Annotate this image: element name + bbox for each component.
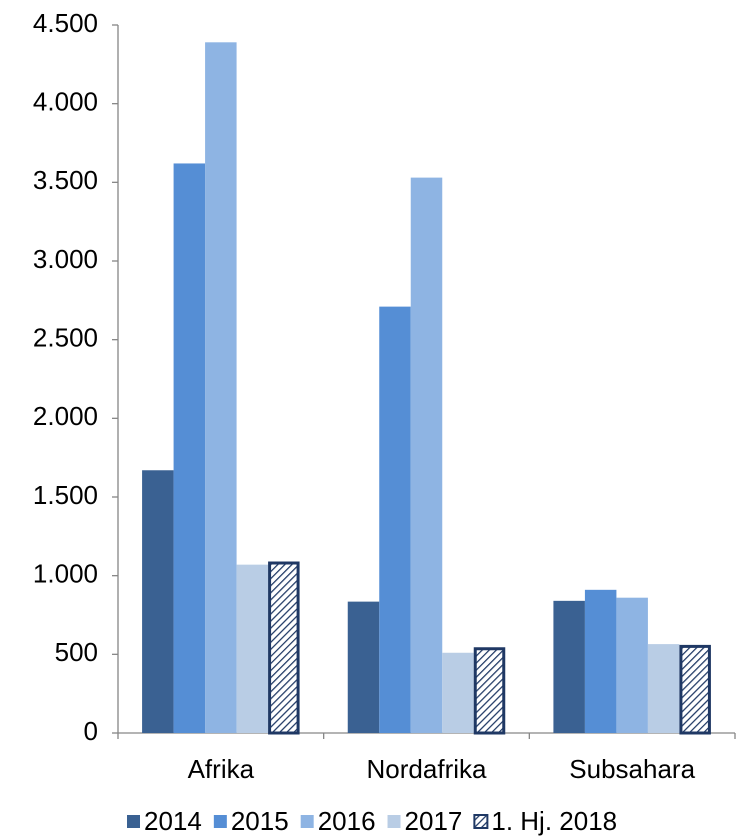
bar [173, 163, 206, 733]
x-tick-label: Afrika [188, 754, 255, 784]
bar [553, 600, 585, 733]
legend-label: 2015 [231, 806, 289, 836]
y-tick-label: 0 [84, 716, 98, 746]
y-tick-label: 2.500 [33, 323, 98, 353]
x-tick-label: Nordafrika [367, 754, 487, 784]
bar [647, 644, 680, 733]
bar [616, 597, 648, 733]
bar [442, 652, 474, 733]
y-tick-label: 3.500 [33, 165, 98, 195]
legend-label: 2014 [144, 806, 202, 836]
bar [410, 177, 443, 733]
legend-swatch [473, 814, 489, 829]
y-tick-label: 500 [55, 637, 98, 667]
y-tick-label: 4.000 [33, 87, 98, 117]
bar [679, 644, 711, 735]
bar [205, 42, 237, 734]
bar [584, 589, 617, 733]
bar [268, 561, 300, 735]
bar [347, 601, 380, 733]
bar [142, 470, 174, 733]
y-tick-label: 1.000 [33, 559, 98, 589]
legend-swatch [387, 815, 401, 828]
y-tick-label: 1.500 [33, 480, 98, 510]
bar [473, 647, 506, 735]
y-tick-label: 3.000 [33, 244, 98, 274]
legend-swatch [127, 815, 140, 828]
legend-swatch [300, 815, 314, 828]
bar [379, 306, 411, 733]
legend-label: 1. Hj. 2018 [491, 806, 617, 836]
legend-swatch [213, 815, 227, 828]
legend-label: 2016 [318, 806, 376, 836]
y-tick-label: 4.500 [33, 8, 98, 38]
bar [236, 564, 269, 733]
x-tick-label: Subsahara [569, 754, 695, 784]
legend-label: 2017 [405, 806, 463, 836]
y-tick-label: 2.000 [33, 401, 98, 431]
